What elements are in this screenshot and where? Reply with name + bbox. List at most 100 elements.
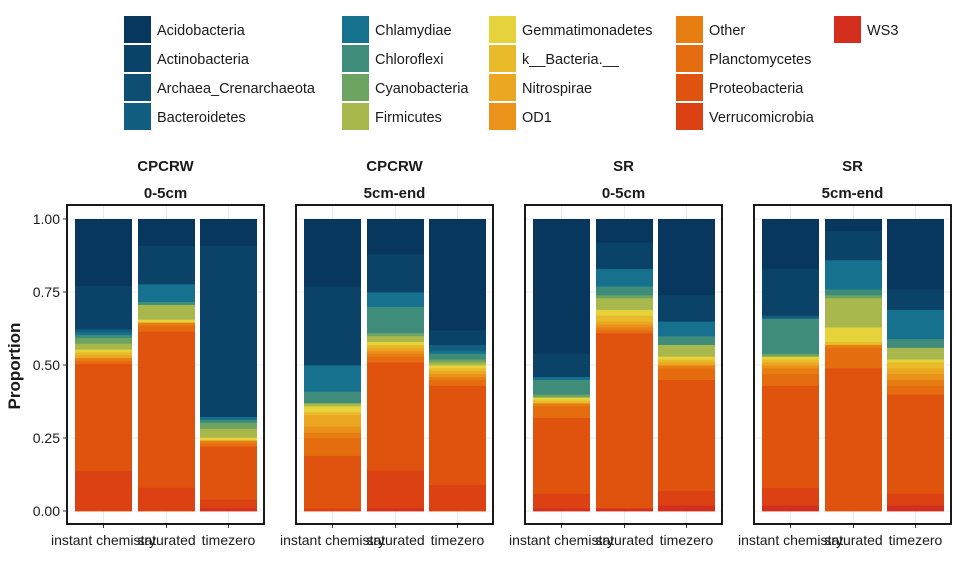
- bar-segment: [533, 400, 590, 404]
- legend-swatch: [124, 16, 151, 43]
- bar-segment: [429, 359, 486, 363]
- bar-segment: [762, 353, 819, 357]
- bar-segment: [825, 341, 882, 345]
- bar-segment: [75, 328, 132, 333]
- bar-segment: [658, 505, 715, 512]
- bar-segment: [658, 490, 715, 506]
- bar-segment: [533, 353, 590, 378]
- y-tick-label: 1.00: [33, 211, 60, 227]
- bar-segment: [533, 493, 590, 509]
- facet-depth-label: 0-5cm: [602, 185, 645, 202]
- x-tick-label: instant chemistry: [738, 532, 843, 548]
- bar-segment: [138, 319, 195, 323]
- bar-segment: [200, 437, 257, 441]
- bar-segment: [138, 322, 195, 326]
- x-tick-label: saturated: [824, 532, 882, 548]
- bar-segment: [429, 385, 486, 486]
- bar-segment: [533, 397, 590, 401]
- bar-segment: [367, 219, 424, 255]
- legend-swatch: [489, 16, 516, 43]
- bar-segment: [825, 347, 882, 369]
- bar-segment: [429, 379, 486, 386]
- legend-swatch: [342, 103, 369, 130]
- bar-segment: [304, 508, 361, 512]
- bar-segment: [75, 331, 132, 336]
- bar-segment: [596, 332, 653, 509]
- bar-segment: [429, 329, 486, 345]
- x-tick-label: instant chemistry: [509, 532, 614, 548]
- bar-segment: [596, 309, 653, 316]
- bar-segment: [658, 365, 715, 369]
- bar-segment: [533, 402, 590, 407]
- x-tick-label: saturated: [137, 532, 195, 548]
- bar-segment: [887, 505, 944, 512]
- bar-segment: [762, 359, 819, 363]
- y-axis: 0.00 0.25 0.50 0.75 1.00: [33, 211, 67, 519]
- bar-segment: [596, 242, 653, 270]
- bar-segment: [533, 405, 590, 418]
- bar-segment: [762, 219, 819, 270]
- bar-segment: [596, 508, 653, 512]
- bar-segment: [825, 367, 882, 512]
- panel-border: [753, 204, 952, 525]
- bar-segment: [75, 360, 132, 364]
- bar-segment: [304, 402, 361, 407]
- legend-label: Bacteroidetes: [157, 110, 246, 126]
- bar-segment: [429, 219, 486, 331]
- bar-segment: [887, 359, 944, 363]
- bar-segment: [367, 254, 424, 293]
- legend-label: Verrucomicrobia: [709, 110, 815, 126]
- panel-border: [524, 204, 723, 525]
- bar-segment: [596, 327, 653, 331]
- bar-segment: [429, 373, 486, 378]
- bar-segment: [596, 286, 653, 296]
- bar-segment: [367, 362, 424, 471]
- legend-label: WS3: [867, 23, 898, 39]
- bar-segment: [596, 268, 653, 287]
- bar-segment: [304, 286, 361, 366]
- bar-segment: [304, 426, 361, 433]
- legend-label: Gemmatimonadetes: [522, 23, 653, 39]
- facet-depth-label: 5cm-end: [364, 185, 426, 202]
- bar-segment: [533, 508, 590, 512]
- legend-swatch: [676, 103, 703, 130]
- bar-segment: [367, 353, 424, 357]
- bar-segment: [367, 341, 424, 345]
- bar-segment: [762, 362, 819, 366]
- bar-segment: [429, 370, 486, 375]
- facet-depth-label: 0-5cm: [144, 185, 187, 202]
- legend-swatch: [342, 45, 369, 72]
- legend-label: Acidobacteria: [157, 23, 246, 39]
- bar-segment: [138, 325, 195, 332]
- facet-strips: CPCRW 0-5cm CPCRW 5cm-end SR 0-5cm SR 5cm-end: [137, 158, 883, 202]
- bar-segment: [304, 455, 361, 509]
- legend-swatch: [489, 45, 516, 72]
- bar-segment: [887, 289, 944, 310]
- bar-segment: [138, 331, 195, 488]
- bar-segment: [138, 304, 195, 320]
- facet-site-label: SR: [842, 158, 863, 175]
- bar-segment: [200, 508, 257, 512]
- bar-segment: [429, 484, 486, 512]
- bar-segment: [825, 289, 882, 296]
- bar-segment: [887, 379, 944, 386]
- y-axis-label: Proportion: [5, 323, 24, 410]
- bar-segment: [825, 297, 882, 328]
- bar-segment: [75, 351, 132, 356]
- facet-site-label: SR: [613, 158, 634, 175]
- y-tick-label: 0.25: [33, 430, 60, 446]
- legend-label: k__Bacteria.__: [522, 52, 620, 68]
- bar-segment: [658, 356, 715, 360]
- x-tick-label: saturated: [366, 532, 424, 548]
- bar-segment: [200, 245, 257, 418]
- bar-segment: [75, 219, 132, 286]
- legend-label: Chloroflexi: [375, 52, 444, 68]
- legend-label: Other: [709, 23, 745, 39]
- legend: Acidobacteria Actinobacteria Archaea_Crena…: [124, 16, 898, 130]
- legend-swatch: [676, 74, 703, 101]
- bar-segment: [762, 367, 819, 375]
